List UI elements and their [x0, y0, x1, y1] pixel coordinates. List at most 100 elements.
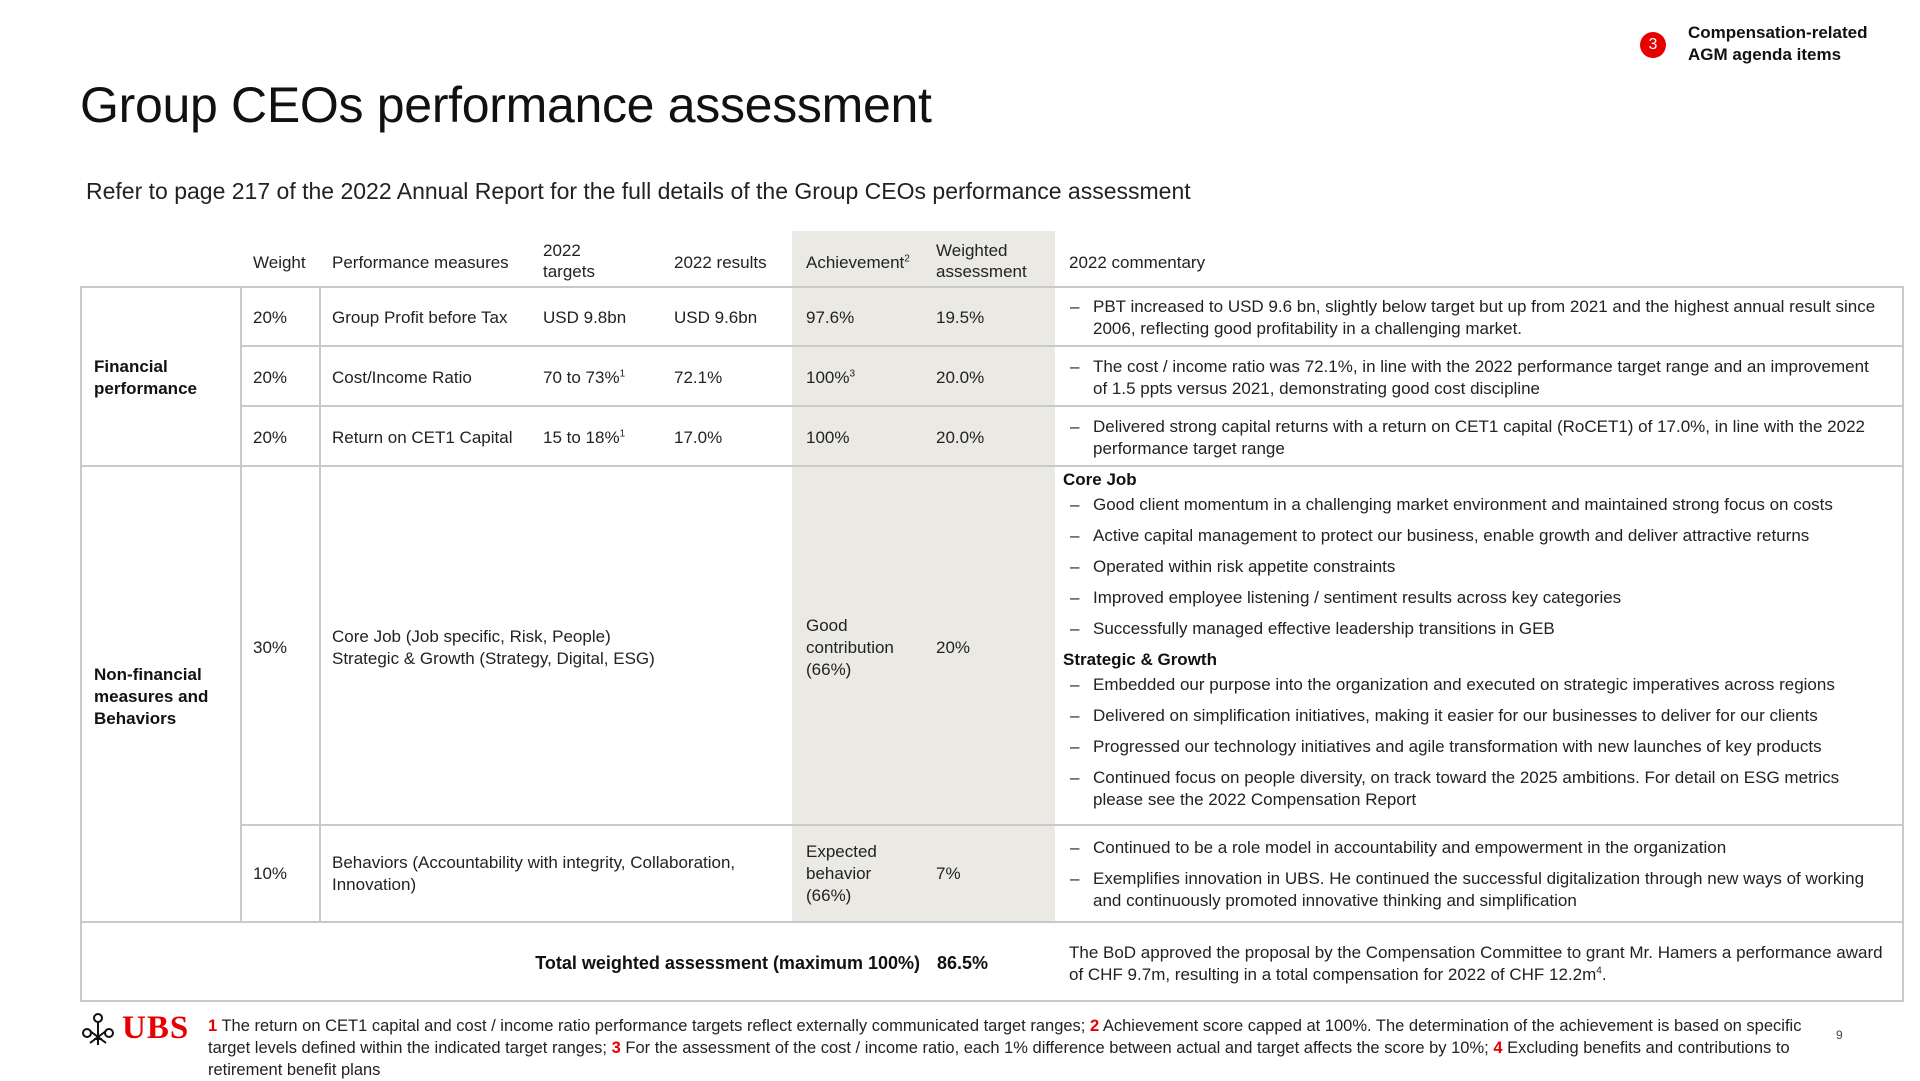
row1-achievement: 97.6% [806, 307, 854, 329]
row2-result: 72.1% [674, 368, 723, 387]
core-achievement: Good contribution (66%) [806, 615, 894, 681]
row3-result: 17.0% [674, 428, 723, 447]
row2-measure: Cost/Income Ratio [332, 368, 472, 387]
total-value: 86.5% [937, 953, 989, 973]
row3-target-value: 15 to 18% [543, 428, 620, 447]
row2-target: 70 to 73%1 [543, 367, 625, 389]
behaviors-weighted: 7% [936, 864, 961, 883]
behaviors-measure: Behaviors (Accountability with integrity… [332, 852, 735, 896]
strategic-growth-heading: Strategic & Growth [1063, 650, 1217, 669]
nonfinancial-label-line3: Behaviors [94, 709, 177, 728]
row1-measure: Group Profit before Tax [332, 308, 508, 327]
row3-weighted: 20.0% [936, 428, 985, 447]
header-weighted-line1: Weighted [936, 241, 1008, 260]
total-commentary-end: . [1601, 965, 1607, 984]
row3-target: 15 to 18%1 [543, 427, 625, 449]
list-item: Continued to be a role model in accounta… [1063, 837, 1883, 859]
footnote-2-text: Achievement score capped at 100%. The de… [208, 1017, 1802, 1057]
behaviors-achievement-line2: behavior [806, 864, 872, 883]
row2-weight: 20% [253, 368, 288, 387]
nonfinancial-label-line2: measures and [94, 687, 209, 706]
list-item: Good client momentum in a challenging ma… [1063, 494, 1883, 516]
row2-commentary: The cost / income ratio was 72.1%, in li… [1063, 356, 1883, 409]
core-weighted: 20% [936, 638, 971, 657]
footnote-4-number: 4 [1493, 1039, 1503, 1057]
total-commentary-sup: 4 [1596, 965, 1602, 977]
total-commentary-text: The BoD approved the proposal by the Com… [1069, 943, 1883, 984]
footnotes: 1 The return on CET1 capital and cost / … [208, 1015, 1828, 1081]
row2-target-value: 70 to 73% [543, 368, 620, 387]
row1-commentary: PBT increased to USD 9.6 bn, slightly be… [1063, 296, 1883, 349]
list-item: Successfully managed effective leadershi… [1063, 618, 1883, 640]
behaviors-measure-line1: Behaviors (Accountability with integrity… [332, 853, 736, 872]
header-achievement: Achievement2 [806, 252, 910, 273]
footnote-3-number: 3 [611, 1039, 621, 1057]
header-performance-measures: Performance measures [332, 253, 509, 272]
header-weighted-line2: assessment [936, 262, 1027, 281]
total-label: Total weighted assessment (maximum 100%) [535, 953, 920, 973]
row1-result: USD 9.6bn [674, 308, 758, 327]
list-item: Delivered on simplification initiatives,… [1063, 705, 1883, 727]
page-title: Group CEOs performance assessment [80, 77, 932, 133]
core-achievement-line3: (66%) [806, 660, 852, 679]
row3-achievement-value: 100% [806, 428, 850, 447]
agenda-badge-label: Compensation-related AGM agenda items [1688, 22, 1867, 66]
achievement-column-shade [792, 231, 1055, 921]
row2-achievement-sup: 3 [849, 368, 856, 380]
row1-target: USD 9.8bn [543, 307, 626, 329]
keys-icon [82, 1012, 114, 1045]
financial-label-line1: Financial [94, 357, 168, 376]
list-item: Active capital management to protect our… [1063, 525, 1883, 547]
row1-weighted: 19.5% [936, 308, 985, 327]
row2-achievement-value: 100% [806, 368, 850, 387]
list-item: Operated within risk appetite constraint… [1063, 556, 1883, 578]
behaviors-weight: 10% [253, 864, 288, 883]
row3-commentary: Delivered strong capital returns with a … [1063, 416, 1883, 469]
header-commentary: 2022 commentary [1069, 253, 1206, 272]
behaviors-commentary: Continued to be a role model in accounta… [1063, 837, 1883, 921]
row2-achievement: 100%3 [806, 367, 855, 389]
core-achievement-line2: contribution [806, 638, 894, 657]
header-targets-line2: targets [543, 262, 595, 281]
list-item: Delivered strong capital returns with a … [1063, 416, 1883, 460]
footnote-2-number: 2 [1089, 1017, 1100, 1035]
row2-weighted: 20.0% [936, 368, 985, 387]
page-number: 9 [1836, 1028, 1843, 1042]
header-achievement-label: Achievement [806, 253, 905, 272]
list-item: Continued focus on people diversity, on … [1063, 767, 1883, 811]
list-item: Exemplifies innovation in UBS. He contin… [1063, 868, 1883, 912]
logo-text: UBS [122, 1010, 190, 1046]
ubs-logo: UBS [80, 1010, 189, 1047]
core-measure-line1: Core Job (Job specific, Risk, People) [332, 627, 611, 646]
footnote-3-text: For the assessment of the cost / income … [620, 1039, 1494, 1057]
row3-achievement: 100% [806, 427, 849, 449]
list-item: Embedded our purpose into the organizati… [1063, 674, 1883, 696]
header-weight: Weight [253, 253, 306, 272]
financial-performance-label: Financial performance [94, 356, 197, 400]
row1-achievement-value: 97.6% [806, 308, 855, 327]
behaviors-measure-line2: Innovation) [332, 875, 417, 894]
core-weight: 30% [253, 638, 288, 657]
behaviors-achievement-line3: (66%) [806, 886, 852, 905]
agenda-badge-line2: AGM agenda items [1688, 45, 1842, 64]
footnote-4-text: Excluding benefits and contributions to … [208, 1039, 1790, 1079]
row3-weight: 20% [253, 428, 288, 447]
header-targets-line1: 2022 [543, 241, 581, 260]
agenda-number-badge: 3 [1640, 32, 1666, 58]
nonfinancial-label: Non-financial measures and Behaviors [94, 664, 208, 730]
page-subtitle: Refer to page 217 of the 2022 Annual Rep… [86, 178, 1191, 204]
row1-weight: 20% [253, 308, 288, 327]
agenda-badge: 3 Compensation-related AGM agenda items [1640, 22, 1867, 66]
behaviors-achievement: Expected behavior (66%) [806, 841, 877, 907]
core-measure: Core Job (Job specific, Risk, People) St… [332, 626, 655, 670]
total-commentary: The BoD approved the proposal by the Com… [1069, 942, 1889, 986]
row3-target-sup: 1 [619, 428, 626, 440]
list-item: PBT increased to USD 9.6 bn, slightly be… [1063, 296, 1883, 340]
core-measure-line2: Strategic & Growth (Strategy, Digital, E… [332, 649, 655, 668]
list-item: Improved employee listening / sentiment … [1063, 587, 1883, 609]
row1-target-value: USD 9.8bn [543, 308, 627, 327]
nonfinancial-label-line1: Non-financial [94, 665, 202, 684]
footnote-1-text: The return on CET1 capital and cost / in… [217, 1017, 1090, 1035]
footnote-1-number: 1 [208, 1017, 218, 1035]
row3-measure: Return on CET1 Capital [332, 428, 513, 447]
